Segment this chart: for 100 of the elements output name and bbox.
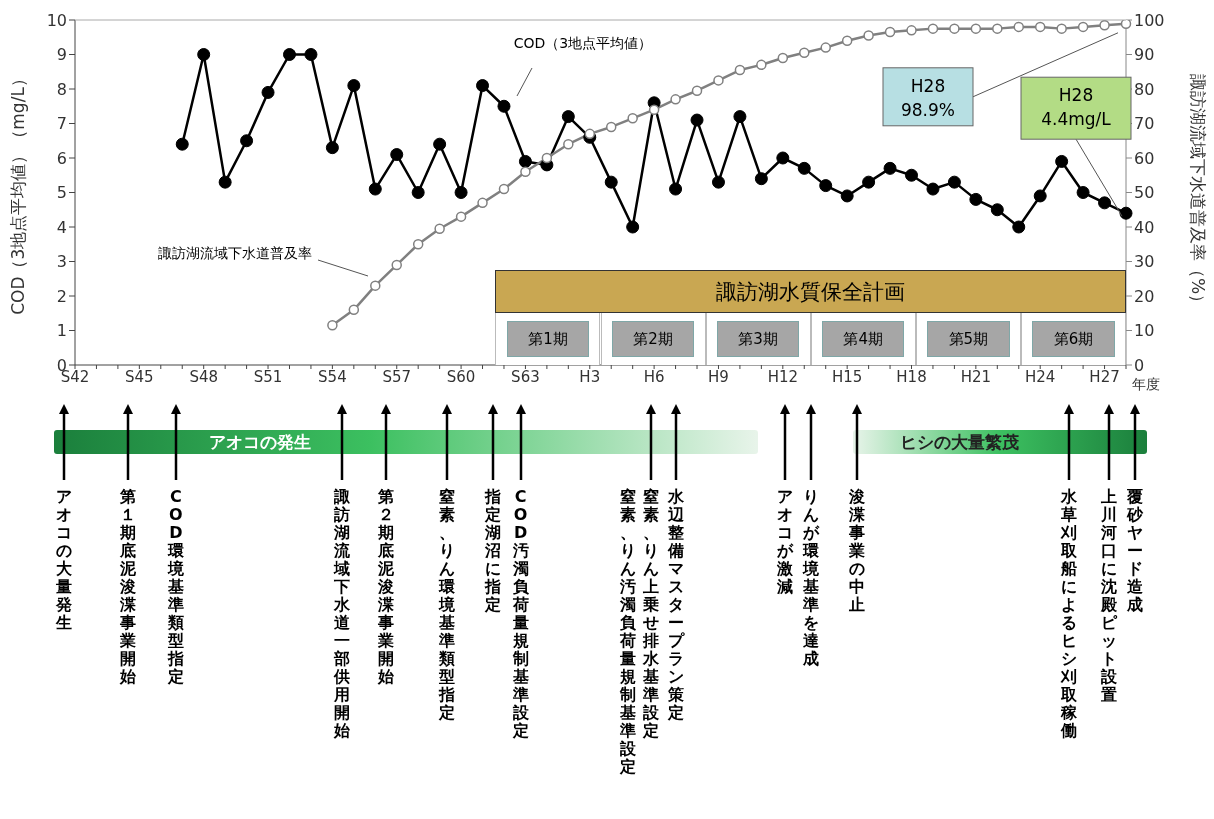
text: 覆砂ヤード造成 [1126, 487, 1145, 614]
point [990, 203, 1004, 217]
point [669, 182, 683, 196]
text: 指定湖沼に指定 [484, 487, 503, 614]
text: 窒素、りん上乗せ排水基準設定 [642, 487, 659, 740]
point [1013, 21, 1025, 33]
point [797, 161, 811, 175]
point [626, 220, 640, 234]
y2-tick-label: 100 [1134, 10, 1165, 30]
y-tick-label: 9 [56, 45, 67, 65]
annotation: 第2期 [611, 321, 695, 357]
text: アオコの大量発生 [55, 487, 74, 632]
point [604, 175, 618, 189]
point [477, 197, 488, 209]
text: COD（3地点平均値） [513, 35, 653, 51]
text: アオコが激減 [776, 487, 795, 596]
x-tick-label: S54 [318, 367, 347, 386]
x-tick-label: H18 [896, 367, 927, 386]
point [691, 85, 703, 96]
text: COD環境基準類型指定 [167, 487, 184, 686]
text: 窒素、りん環境基準類型指定 [439, 487, 456, 722]
y2-tick-label: 20 [1134, 286, 1155, 306]
point [1055, 154, 1069, 168]
x-tick-label: S63 [511, 367, 540, 386]
point [347, 79, 361, 93]
x-tick-label: H6 [643, 367, 665, 386]
point [862, 175, 876, 189]
y-tick-label: 5 [56, 183, 67, 203]
point [799, 47, 810, 59]
point [1056, 23, 1067, 34]
point [947, 175, 961, 189]
point [906, 25, 917, 36]
point [1098, 196, 1112, 210]
point [970, 23, 982, 34]
x-tick-label: S57 [382, 367, 412, 386]
banner: 諏訪湖水質保全計画 [495, 270, 1126, 313]
annotation: 第5期 [927, 321, 1010, 357]
point [1119, 206, 1133, 220]
text: りんが環境基準を達成 [802, 487, 819, 668]
point [368, 182, 382, 196]
x-tick-label: S45 [125, 367, 154, 386]
y2-tick-label: 10 [1134, 321, 1155, 341]
text: 諏訪湖流域下水道普及率 [158, 245, 312, 261]
point [840, 189, 854, 203]
y2-axis-title: 諏訪湖流域下水道普及率（%） [1188, 73, 1208, 312]
point [498, 183, 510, 195]
x-tick-label: H12 [767, 367, 798, 386]
point [561, 110, 575, 124]
point [1099, 20, 1110, 31]
x-tick-label: H15 [831, 367, 863, 386]
point [711, 175, 725, 189]
y2-tick-label: 80 [1134, 79, 1155, 99]
point [584, 128, 596, 140]
point [690, 113, 704, 127]
x-tick-label: S51 [253, 367, 283, 386]
point [926, 182, 940, 196]
point [648, 104, 660, 115]
text: 諏訪湖流域下水道一部供用開始 [333, 487, 350, 740]
point [883, 161, 897, 175]
y2-tick-label: 90 [1134, 45, 1155, 65]
point [820, 42, 831, 53]
text: 水草刈取船によるヒシ刈取稼働 [1061, 487, 1078, 740]
point [605, 121, 617, 133]
point [411, 186, 425, 199]
point [454, 186, 468, 199]
point [520, 166, 531, 178]
text: 第１期底泥浚渫事業開始 [119, 487, 136, 686]
point [541, 152, 553, 164]
point [563, 138, 574, 150]
point [327, 320, 338, 331]
y-axis-title: COD（3地点平均値）（mg/L） [8, 70, 28, 315]
data-label: H28 98.9% [900, 75, 956, 120]
annotation: 第3期 [716, 321, 800, 357]
y-tick-label: 4 [56, 217, 67, 237]
point [370, 280, 381, 291]
text: 窒素、りん汚濁負荷量規制基準設定 [619, 487, 636, 776]
data-label: H28 4.4mg/L [1041, 85, 1112, 130]
x-tick-label: H27 [1089, 367, 1120, 386]
point [497, 99, 511, 113]
point [992, 23, 1003, 34]
text: 上川河口に沈殿ピット設置 [1101, 487, 1118, 704]
text: 第２期底泥浚渫事業開始 [378, 487, 395, 686]
point [819, 179, 833, 193]
point [304, 48, 318, 61]
point [325, 141, 339, 155]
label-box: 第3期 [705, 313, 811, 365]
label-box: 第1期 [495, 313, 601, 365]
point [433, 137, 447, 151]
point [969, 192, 983, 206]
y2-tick-label: 60 [1134, 148, 1155, 168]
point [713, 75, 724, 86]
point [841, 35, 853, 46]
point [754, 172, 768, 186]
y-tick-label: 1 [56, 321, 67, 341]
gradient-ribbon: アオコの発生 [53, 430, 759, 454]
y-tick-label: 6 [56, 148, 67, 168]
point [927, 23, 939, 34]
point [1034, 21, 1046, 33]
point [476, 79, 490, 93]
point [518, 154, 532, 168]
